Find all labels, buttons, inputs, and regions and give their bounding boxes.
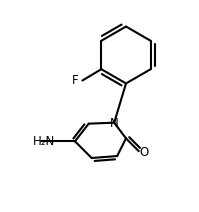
Text: F: F	[72, 74, 79, 87]
Text: O: O	[140, 146, 149, 159]
Text: H₂N: H₂N	[33, 135, 55, 148]
Text: N: N	[110, 117, 119, 130]
